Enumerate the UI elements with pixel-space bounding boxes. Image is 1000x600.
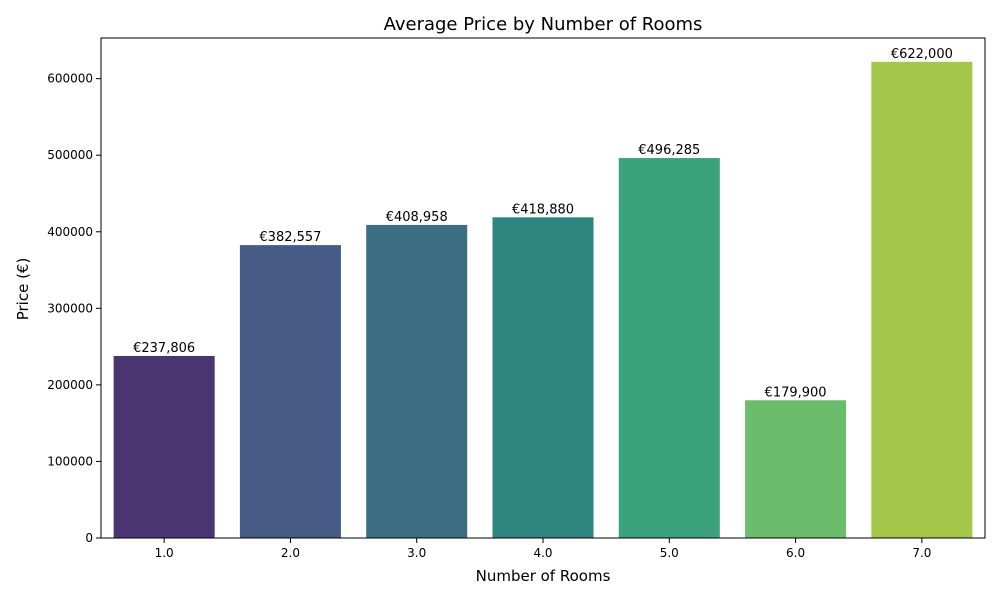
x-tick-label-6: 6.0 [786,546,805,560]
y-tick-label-6: 500000 [47,148,93,162]
plot-frame [100,37,986,539]
bar-value-label-1: €237,806 [133,341,195,356]
y-axis: 0 100000 200000 300000 400000 500000 600000 [47,72,101,545]
bar-labels-group: €237,806 €382,557 €408,958 €418,880 €496,285… [133,47,953,400]
x-axis-label: Number of Rooms [476,567,611,585]
y-tick-label-7: 600000 [47,72,93,86]
bar-4 [492,217,594,538]
bar-value-label-4: €418,880 [512,202,574,217]
bar-value-label-6: €179,900 [765,385,827,400]
x-tick-label-2: 2.0 [281,546,300,560]
y-tick-label-2: 100000 [47,454,93,468]
bar-value-label-3: €408,958 [386,210,448,225]
y-tick-label-4: 300000 [47,301,93,315]
bar-2 [239,245,341,538]
bar-value-label-5: €496,285 [638,143,700,158]
x-tick-label-5: 5.0 [660,546,679,560]
bar-value-label-2: €382,557 [259,230,321,245]
x-tick-label-7: 7.0 [912,546,931,560]
bar-7 [871,61,973,539]
y-axis-label: Price (€) [14,258,32,321]
bars-group [113,61,973,539]
x-tick-label-3: 3.0 [407,546,426,560]
x-axis: 1.0 2.0 3.0 4.0 5.0 6.0 7.0 [155,538,931,560]
y-tick-label-5: 400000 [47,225,93,239]
y-tick-label-3: 200000 [47,378,93,392]
x-tick-label-1: 1.0 [155,546,174,560]
y-tick-label-1: 0 [85,531,93,545]
x-tick-label-4: 4.0 [533,546,552,560]
bar-3 [366,224,468,538]
bar-1 [113,355,215,538]
bar-value-label-7: €622,000 [891,47,953,62]
chart-title: Average Price by Number of Rooms [384,14,703,35]
bar-6 [745,400,847,538]
bar-5 [618,158,720,539]
